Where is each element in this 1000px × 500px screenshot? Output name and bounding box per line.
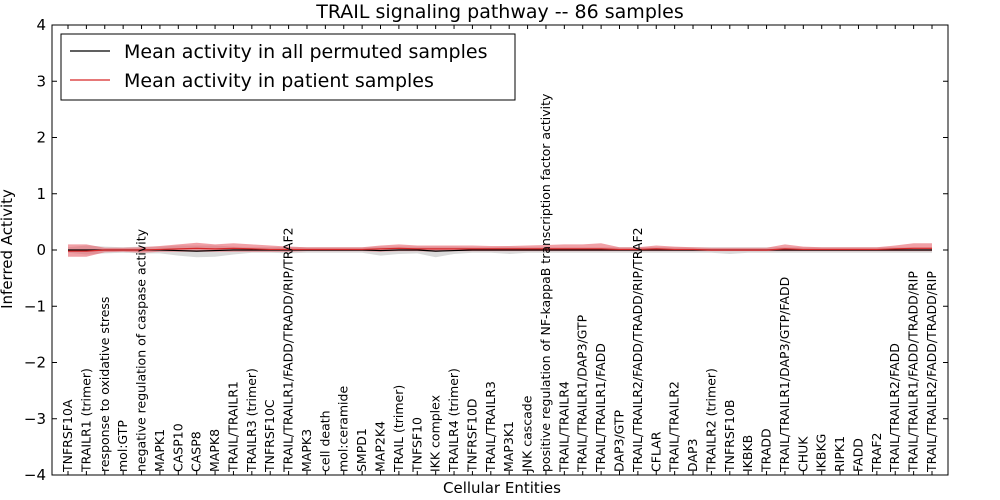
x-tick-label: CASP10 <box>170 423 185 472</box>
x-tick-label: TRAILR2 (trimer) <box>703 368 718 473</box>
legend: Mean activity in all permuted samples Me… <box>60 33 516 101</box>
x-tick-label: TRAIL/TRAILR1/FADD/TRADD/RIP <box>906 271 921 473</box>
x-tick-label: TRAIL/TRAILR4 <box>556 381 571 473</box>
x-tick-labels: TNFRSF10A TRAILR1 (trimer) response to oxi… <box>60 93 939 473</box>
x-tick-label: CFLAR <box>648 431 663 472</box>
x-tick-label: TNFSF10 <box>409 417 424 473</box>
x-tick-label: mol:GTP <box>115 420 130 472</box>
x-tick-label: TRAIL/TRAILR2/FADD/TRADD/RIP/TRAF2 <box>630 227 645 473</box>
legend-label-patient: Mean activity in patient samples <box>124 70 434 92</box>
y-tick-label: 1 <box>36 185 46 203</box>
x-tick-label: TNFRSF10C <box>262 399 277 473</box>
y-tick-label: −1 <box>24 297 46 315</box>
x-tick-label: TRAIL/TRAILR3 <box>483 381 498 473</box>
x-tick-label: DAP3/GTP <box>611 409 626 472</box>
x-tick-label: JNK cascade <box>520 395 535 473</box>
chart-title: TRAIL signaling pathway -- 86 samples <box>315 1 684 23</box>
x-tick-label: TRAF2 <box>869 432 884 473</box>
x-tick-label: MAPK3 <box>299 429 314 472</box>
x-tick-label: IKK complex <box>428 395 443 472</box>
y-tick-label: −3 <box>24 410 46 428</box>
line-series-0 <box>68 249 932 252</box>
x-tick-label: TRADD <box>759 428 774 473</box>
x-tick-label: TRAIL/TRAILR2/FADD <box>887 343 902 473</box>
x-tick-label: positive regulation of NF-kappaB transcr… <box>538 93 553 472</box>
x-tick-label: IKBKG <box>814 434 829 472</box>
x-tick-label: TRAILR3 (trimer) <box>244 368 259 473</box>
x-tick-label: TRAIL/TRAILR1/DAP3/GTP <box>575 314 590 473</box>
x-tick-label: MAPK1 <box>152 429 167 472</box>
legend-label-permuted: Mean activity in all permuted samples <box>124 41 487 63</box>
x-axis-title: Cellular Entities <box>443 479 561 497</box>
x-tick-label: TRAIL/TRAILR2 <box>667 381 682 473</box>
x-tick-label: negative regulation of caspase activity <box>134 228 149 472</box>
x-tick-label: mol:ceramide <box>336 386 351 472</box>
y-axis-title: Inferred Activity <box>0 189 16 309</box>
plot-frame <box>51 24 949 476</box>
x-tick-label: SMPD1 <box>354 428 369 472</box>
x-tick-label: MAP3K1 <box>501 421 516 472</box>
x-tick-label: MAP2K4 <box>373 421 388 472</box>
x-tick-label: MAPK8 <box>207 429 222 472</box>
x-tick-label: CASP8 <box>189 431 204 472</box>
x-tick-label: TRAIL/TRAILR1/DAP3/GTP/FADD <box>777 277 792 473</box>
x-tick-label: TRAIL/TRAILR1/FADD/TRADD/RIP/TRAF2 <box>281 227 296 473</box>
x-tick-label: DAP3 <box>685 439 700 472</box>
x-tick-label: TRAILR4 (trimer) <box>446 368 461 473</box>
x-tick-label: TRAIL (trimer) <box>391 385 406 473</box>
x-tick-label: CHUK <box>795 436 810 472</box>
series-lines <box>68 247 932 252</box>
x-tick-label: FADD <box>850 438 865 472</box>
y-ticks: 4 3 2 1 0 −1 −2 −3 −4 <box>24 16 948 484</box>
x-tick-label: TRAILR1 (trimer) <box>78 368 93 473</box>
x-tick-label: TRAIL/TRAILR1 <box>225 381 240 473</box>
x-tick-label: cell death <box>317 410 332 472</box>
y-tick-label: 0 <box>36 241 46 259</box>
x-tick-label: TNFRSF10A <box>60 399 75 473</box>
x-tick-label: TRAIL/TRAILR1/FADD <box>593 343 608 473</box>
y-tick-label: 4 <box>36 16 46 34</box>
x-tick-label: IKBKB <box>740 435 755 472</box>
x-tick-label: TNFRSF10B <box>722 400 737 473</box>
y-tick-label: −4 <box>24 466 46 484</box>
y-tick-label: 2 <box>36 129 46 147</box>
x-tick-label: TRAIL/TRAILR2/FADD/TRADD/RIP <box>924 271 939 473</box>
x-tick-label: RIPK1 <box>832 436 847 472</box>
y-tick-label: −2 <box>24 354 46 372</box>
line-series-1 <box>68 247 932 252</box>
x-tick-label: TNFRSF10D <box>464 398 479 473</box>
x-tick-label: response to oxidative stress <box>97 297 112 472</box>
legend-box <box>60 33 516 101</box>
y-tick-label: 3 <box>36 72 46 90</box>
